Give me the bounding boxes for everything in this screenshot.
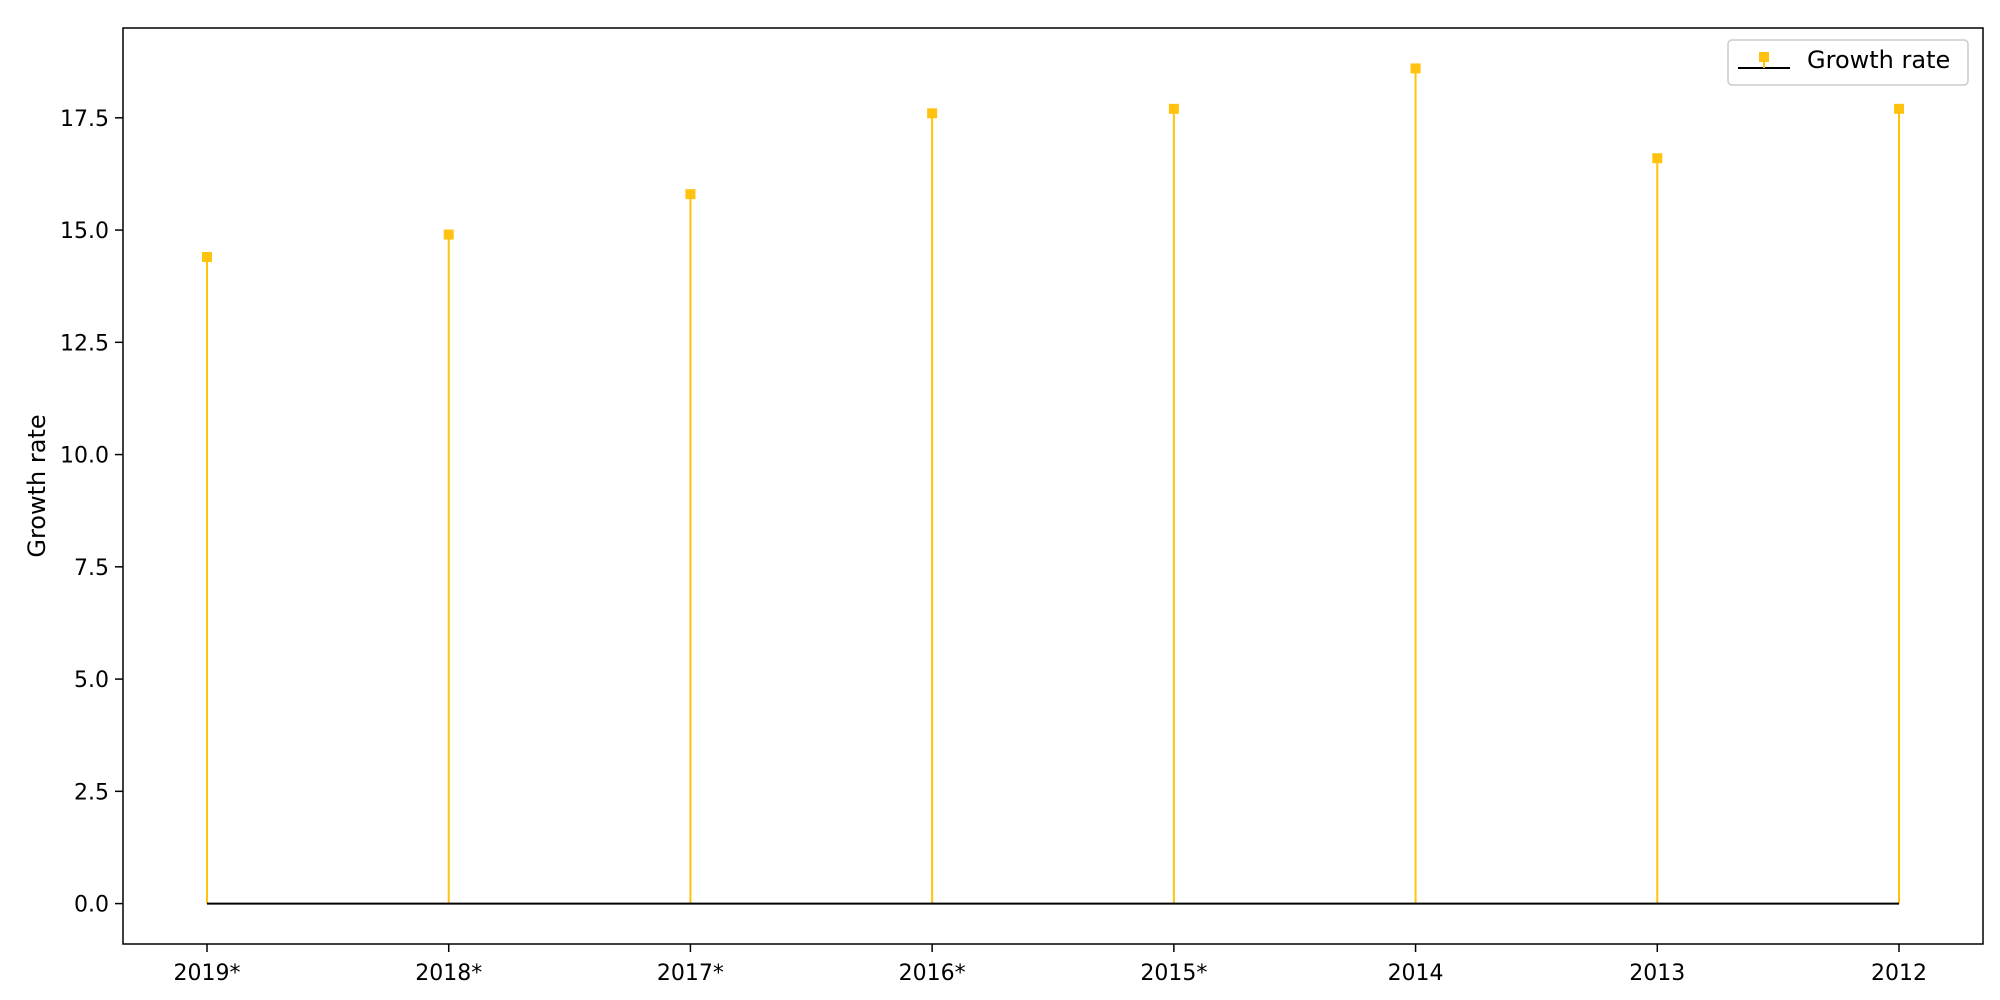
y-tick-label: 0.0 bbox=[74, 893, 109, 918]
stem-series bbox=[206, 68, 1900, 904]
stem-marker bbox=[1652, 153, 1663, 164]
stem-marker bbox=[1168, 103, 1179, 114]
x-tick-label: 2017* bbox=[657, 961, 724, 986]
y-tick-label: 17.5 bbox=[60, 107, 109, 132]
stem-marker bbox=[443, 229, 454, 240]
stem-marker bbox=[202, 252, 212, 262]
legend-marker-swatch bbox=[1759, 52, 1769, 62]
legend-box bbox=[1727, 39, 1969, 86]
marker-series bbox=[202, 63, 1904, 262]
y-tick-label: 2.5 bbox=[74, 780, 109, 805]
x-tick-label: 2013 bbox=[1629, 961, 1685, 986]
x-tick-label: 2016* bbox=[899, 961, 966, 986]
x-tick-label: 2012 bbox=[1871, 961, 1927, 986]
plot-area-frame bbox=[122, 27, 1984, 945]
stem-marker bbox=[1410, 63, 1421, 74]
x-tick-label: 2019* bbox=[174, 961, 241, 986]
y-tick-label: 5.0 bbox=[74, 668, 109, 693]
y-tick-label: 10.0 bbox=[60, 444, 109, 469]
stem-marker bbox=[685, 189, 696, 200]
y-tick-label: 12.5 bbox=[60, 331, 109, 356]
stem-marker bbox=[1894, 103, 1904, 114]
y-tick-label: 15.0 bbox=[60, 219, 109, 244]
legend-label: Growth rate bbox=[1807, 46, 1950, 74]
stem-marker bbox=[927, 108, 938, 119]
x-tick-label: 2014 bbox=[1388, 961, 1444, 986]
x-tick-label: 2015* bbox=[1140, 961, 1207, 986]
x-axis: 2019* 2018* 2017* 2016* 2015* 2014 2013 2012 bbox=[174, 944, 1927, 986]
legend: Growth rate bbox=[1727, 39, 1969, 86]
y-axis-title: Growth rate bbox=[23, 414, 51, 557]
y-axis: 0.0 2.5 5.0 7.5 10.0 12.5 15.0 17.5 bbox=[60, 107, 123, 918]
x-tick-label: 2018* bbox=[415, 961, 482, 986]
y-tick-label: 7.5 bbox=[74, 556, 109, 581]
